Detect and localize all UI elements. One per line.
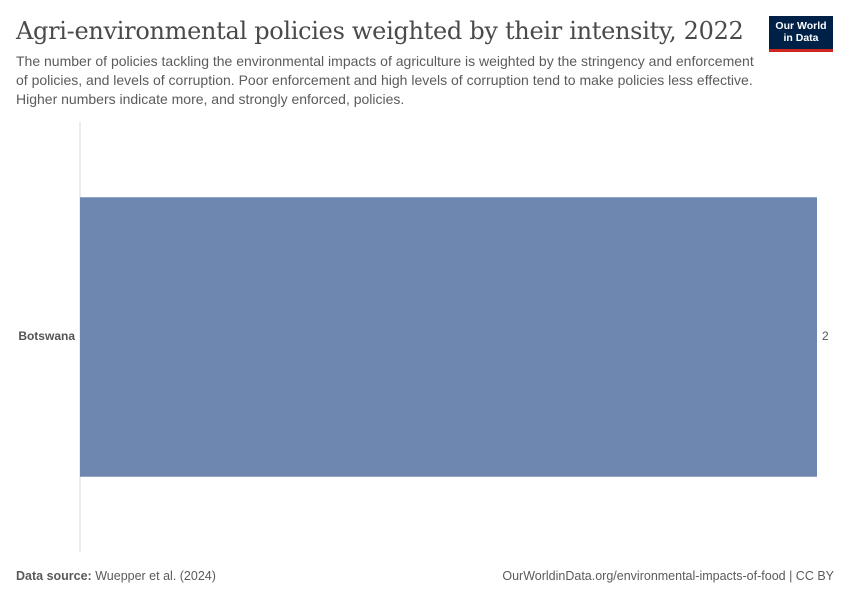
value-label: 2: [822, 329, 829, 343]
chart-title: Agri-environmental policies weighted by …: [16, 17, 744, 45]
owid-logo[interactable]: Our World in Data: [769, 16, 833, 52]
data-source-label: Data source:: [16, 569, 92, 583]
bar-botswana[interactable]: [80, 197, 817, 477]
data-source: Data source: Wuepper et al. (2024): [16, 569, 216, 583]
category-label[interactable]: Botswana: [18, 329, 75, 343]
logo-line-2: in Data: [783, 31, 819, 44]
footer-url[interactable]: OurWorldinData.org/environmental-impacts…: [502, 569, 834, 583]
data-source-link[interactable]: Wuepper et al. (2024): [95, 569, 216, 583]
logo-line-1: Our World: [775, 20, 827, 32]
chart-subtitle: The number of policies tackling the envi…: [16, 53, 754, 107]
